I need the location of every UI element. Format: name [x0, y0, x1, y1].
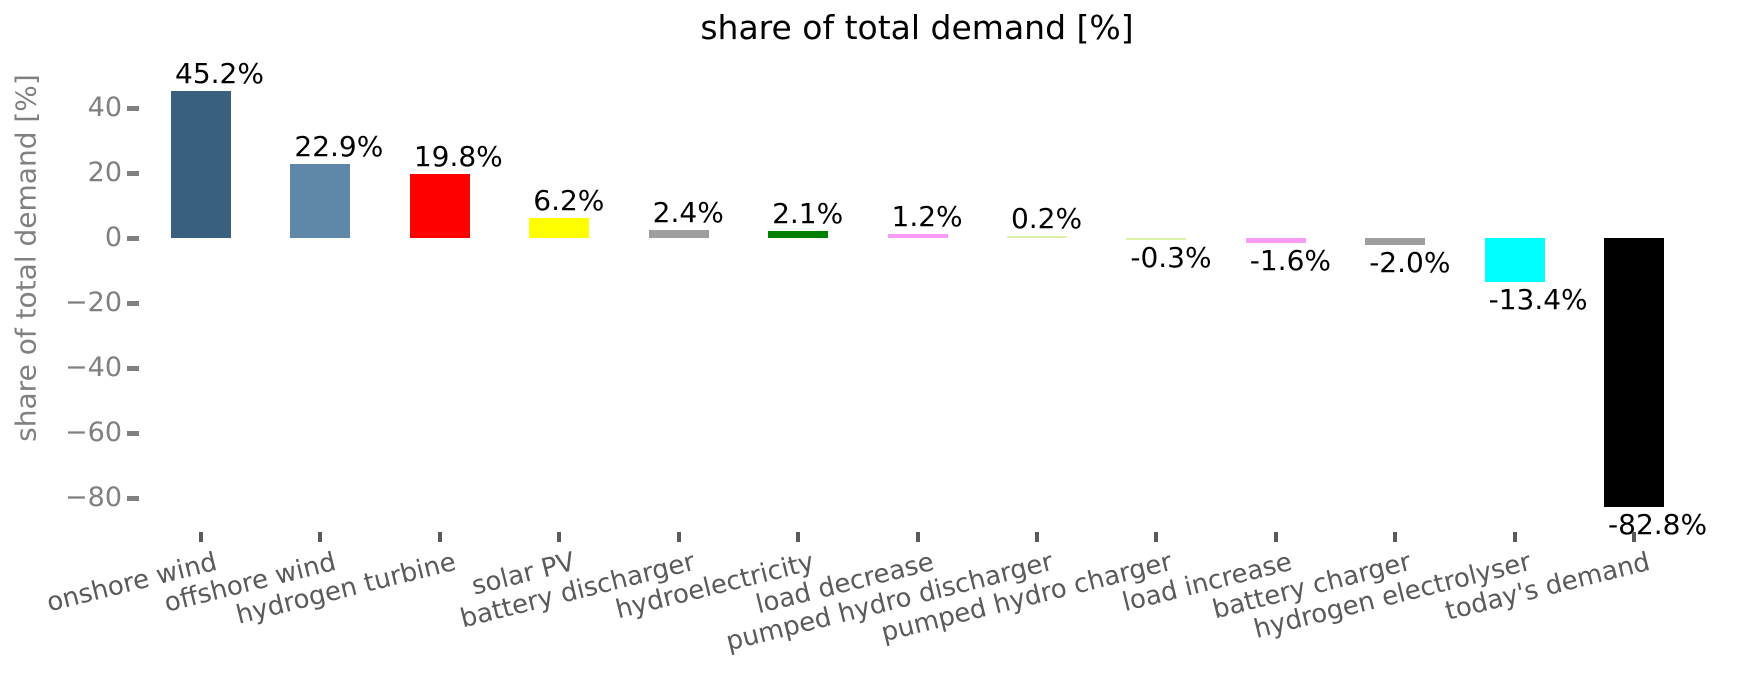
- y-tick-mark: [127, 300, 139, 306]
- y-tick-mark: [127, 170, 139, 176]
- x-tick-mark: [1154, 532, 1159, 542]
- x-tick-mark: [557, 532, 562, 542]
- x-tick-mark: [1393, 532, 1398, 542]
- bar: [1126, 238, 1187, 240]
- y-tick-mark: [127, 495, 139, 501]
- x-tick-mark: [915, 532, 920, 542]
- bar: [1604, 238, 1665, 508]
- bar-value-label: 2.4%: [652, 196, 724, 230]
- bar: [1006, 236, 1067, 238]
- bar-value-label: -82.8%: [1608, 508, 1708, 542]
- y-tick-mark: [127, 235, 139, 241]
- chart-title: share of total demand [%]: [700, 8, 1134, 47]
- y-tick-label: 0: [104, 222, 122, 253]
- bar-value-label: 45.2%: [175, 57, 264, 91]
- x-tick-mark: [1512, 532, 1517, 542]
- bar: [409, 173, 470, 238]
- bar-value-label: 2.1%: [772, 197, 844, 231]
- y-tick-label: −60: [65, 417, 122, 448]
- bar: [1365, 238, 1426, 245]
- bar: [290, 163, 351, 238]
- x-tick-mark: [1632, 532, 1637, 542]
- y-tick-label: 20: [87, 157, 122, 188]
- x-tick-mark: [318, 532, 323, 542]
- x-tick-mark: [1034, 532, 1039, 542]
- x-tick-mark: [199, 532, 203, 542]
- y-tick-label: 40: [87, 92, 122, 123]
- bar: [648, 230, 709, 238]
- bar-value-label: -0.3%: [1130, 241, 1212, 274]
- bar-value-label: -13.4%: [1488, 282, 1588, 316]
- bar: [887, 234, 948, 238]
- bar-value-label: 22.9%: [294, 129, 384, 163]
- bar-value-label: -2.0%: [1369, 245, 1451, 279]
- bar: [1245, 238, 1306, 244]
- y-tick-label: −80: [65, 482, 122, 513]
- y-tick-mark: [127, 430, 139, 436]
- bar: [768, 231, 829, 238]
- bar: [1484, 238, 1545, 282]
- x-tick-mark: [676, 532, 681, 542]
- bar-value-label: -1.6%: [1249, 244, 1332, 278]
- x-tick-mark: [1273, 532, 1278, 542]
- y-tick-label: −40: [65, 352, 122, 383]
- bar: [171, 91, 231, 238]
- bar-value-label: 0.2%: [1010, 202, 1083, 235]
- y-tick-label: −20: [65, 287, 122, 318]
- bar-value-label: 1.2%: [891, 200, 963, 234]
- x-tick-mark: [796, 532, 801, 542]
- y-tick-mark: [127, 365, 139, 371]
- bar-value-label: 19.8%: [413, 139, 503, 173]
- y-tick-mark: [127, 105, 139, 111]
- bar: [529, 217, 590, 238]
- x-tick-mark: [437, 532, 442, 542]
- bar-value-label: 6.2%: [533, 183, 605, 217]
